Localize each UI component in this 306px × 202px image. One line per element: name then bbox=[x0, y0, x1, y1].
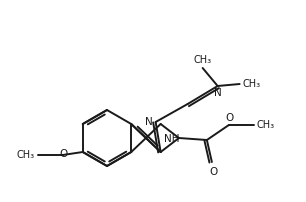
Text: O: O bbox=[60, 149, 68, 159]
Text: CH₃: CH₃ bbox=[243, 79, 261, 89]
Text: O: O bbox=[210, 167, 218, 177]
Text: N: N bbox=[214, 88, 222, 98]
Text: CH₃: CH₃ bbox=[194, 55, 212, 65]
Text: NH: NH bbox=[164, 134, 179, 144]
Text: N: N bbox=[145, 117, 153, 127]
Text: CH₃: CH₃ bbox=[17, 150, 35, 160]
Text: O: O bbox=[226, 113, 234, 123]
Text: CH₃: CH₃ bbox=[257, 120, 275, 130]
